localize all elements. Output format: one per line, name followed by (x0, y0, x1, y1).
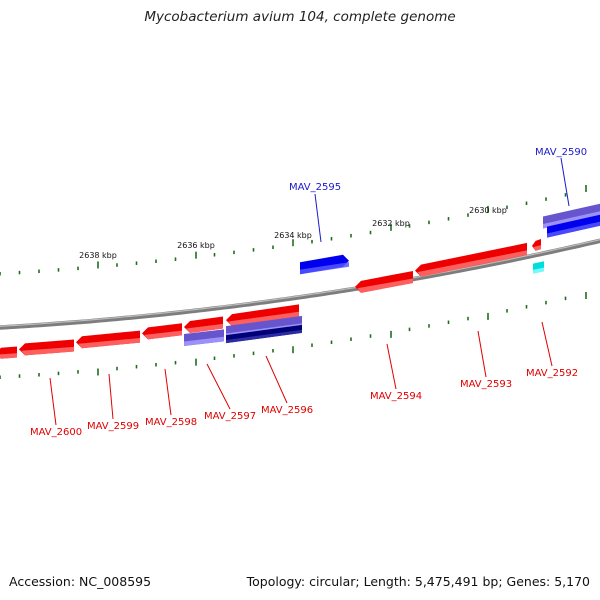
gene-mav-2596-a (226, 304, 299, 327)
genome-backbone (0, 238, 600, 330)
scale-ticks (0, 185, 587, 379)
gene-mav-2598 (142, 323, 182, 340)
gene-label-mav-2595: MAV_2595 (289, 182, 341, 193)
scale-label-2630: 2630 kbp (469, 206, 507, 215)
label-leader-line (206, 363, 231, 410)
label-leader-line (477, 330, 487, 378)
gene-arrow-shade (543, 211, 600, 229)
gene-label-mav-2599: MAV_2599 (87, 421, 139, 432)
gene-mav-2597-a (184, 316, 223, 334)
label-leader-line (108, 373, 114, 420)
label-leader-line (49, 377, 57, 426)
label-leader-line (386, 343, 397, 390)
genome-summary-text: Topology: circular; Length: 5,475,491 bp… (246, 574, 590, 589)
gene-mav-2594 (355, 271, 413, 293)
gene-features (0, 203, 600, 359)
gene-arrow-shade (186, 323, 223, 334)
gene-label-mav-2592: MAV_2592 (526, 368, 578, 379)
label-leader-line (164, 368, 172, 416)
gene-mav-2597 (184, 329, 224, 347)
gene-mav-2599 (76, 330, 140, 349)
gene-arrow-shade (78, 338, 140, 349)
gene-mav-2592 (533, 261, 544, 274)
gene-arrow-shade (21, 346, 74, 356)
gene-label-mav-2597: MAV_2597 (204, 411, 256, 422)
gene-arrow-shade (357, 278, 413, 293)
gene-arrow-shade (0, 353, 17, 359)
label-leader-line (560, 157, 570, 207)
gene-mav-2595 (300, 254, 349, 275)
gene-label-mav-2593: MAV_2593 (460, 379, 512, 390)
gene-label-mav-2598: MAV_2598 (145, 417, 197, 428)
gene-mav-2596-b (226, 324, 302, 344)
scale-label-2632: 2632 kbp (372, 219, 410, 228)
scale-label-2634: 2634 kbp (274, 231, 312, 240)
scale-label-2636: 2636 kbp (177, 241, 215, 250)
gene-arrow-shade (547, 221, 600, 238)
label-leader-line (314, 193, 322, 243)
gene-arrow-shade (228, 311, 299, 327)
gene-arrow-shade (226, 329, 302, 344)
gene-label-mav-2594: MAV_2594 (370, 391, 422, 402)
scale-label-2638: 2638 kbp (79, 251, 117, 260)
gene-arrow-shade (533, 245, 541, 251)
gene-mav-2590 (543, 203, 600, 229)
backbone-highlight (0, 238, 600, 327)
gene-label-mav-2590: MAV_2590 (535, 147, 587, 158)
gene-mav-2590-b (547, 214, 600, 238)
gene-mav-2593 (415, 242, 527, 277)
label-leader-line (265, 355, 288, 404)
gene-mav-2592-a (532, 238, 541, 251)
gene-arrow-shade (184, 336, 224, 347)
gene-arrow-shade (144, 330, 182, 340)
gene-arrow-shade (417, 250, 527, 277)
gene-mav-2600-a (0, 346, 17, 359)
genome-title: Mycobacterium avium 104, complete genome (144, 9, 456, 25)
gene-mav-2600 (19, 339, 74, 356)
gene-label-mav-2600: MAV_2600 (30, 427, 82, 438)
backbone-line (0, 238, 600, 330)
accession-text: Accession: NC_008595 (9, 574, 152, 589)
gene-arrow-shade (300, 262, 349, 275)
gene-arrow-shade (533, 267, 544, 274)
gene-label-mav-2596: MAV_2596 (261, 405, 313, 416)
label-leaders (49, 157, 570, 426)
label-leader-line (541, 321, 553, 367)
